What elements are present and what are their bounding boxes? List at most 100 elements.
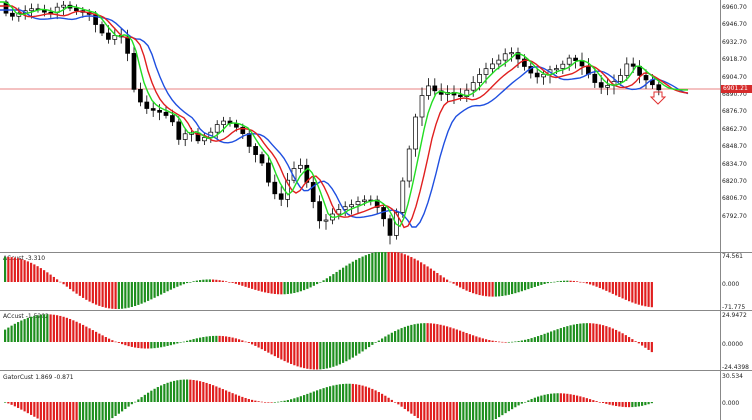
- histogram-bar: [624, 282, 627, 300]
- histogram-bar: [231, 393, 234, 402]
- candle-body: [355, 201, 361, 206]
- histogram-bar: [566, 326, 569, 342]
- histogram-bar: [556, 281, 559, 282]
- histogram-bar: [358, 258, 361, 282]
- histogram-bar: [647, 282, 650, 307]
- histogram-bar: [199, 337, 202, 342]
- histogram-bar: [215, 279, 218, 282]
- histogram-bar: [566, 280, 569, 282]
- histogram-bar: [332, 274, 335, 282]
- histogram-bar: [530, 398, 533, 402]
- ac-pane-2[interactable]: [0, 310, 720, 370]
- histogram-bar: [631, 339, 634, 342]
- histogram-bar: [59, 315, 62, 342]
- histogram-bar: [355, 259, 358, 282]
- histogram-bar: [342, 267, 345, 282]
- histogram-bar: [143, 282, 146, 303]
- histogram-bar: [241, 282, 244, 286]
- histogram-bar: [546, 282, 549, 284]
- histogram-bar: [449, 281, 452, 283]
- histogram-bar: [186, 379, 189, 402]
- histogram-bar: [361, 256, 364, 282]
- histogram-bar: [111, 282, 114, 309]
- histogram-bar: [459, 330, 462, 342]
- histogram-bar: [267, 402, 270, 403]
- candle-body: [432, 85, 438, 92]
- histogram-bar: [462, 331, 465, 342]
- histogram-bar: [163, 342, 166, 347]
- histogram-bar: [530, 282, 533, 289]
- histogram-bar: [124, 282, 127, 309]
- histogram-bar: [426, 402, 429, 420]
- histogram-bar: [208, 336, 211, 342]
- candle-body: [163, 111, 169, 116]
- histogram-bar: [355, 384, 358, 402]
- histogram-bar: [286, 282, 289, 295]
- histogram-bar: [108, 338, 111, 342]
- candle-body: [138, 89, 143, 103]
- histogram-bar: [26, 317, 29, 342]
- histogram-bar: [293, 282, 296, 293]
- histogram-bar: [241, 396, 244, 402]
- histogram-bar: [69, 402, 72, 420]
- histogram-bar: [238, 395, 241, 402]
- histogram-bar: [475, 336, 478, 342]
- histogram-bar: [540, 395, 543, 402]
- histogram-bar: [212, 385, 215, 402]
- histogram-bar: [449, 402, 452, 420]
- histogram-bar: [553, 330, 556, 342]
- histogram-bar: [215, 335, 218, 342]
- histogram-bar: [420, 262, 423, 282]
- histogram-bar: [413, 324, 416, 342]
- histogram-bar: [166, 382, 169, 402]
- histogram-bar: [156, 387, 159, 402]
- histogram-bar: [455, 282, 458, 286]
- histogram-bar: [579, 323, 582, 342]
- histogram-bar: [485, 402, 488, 420]
- candle-body: [99, 24, 105, 34]
- histogram-bar: [407, 402, 410, 412]
- histogram-bar: [257, 401, 260, 402]
- histogram-bar: [569, 394, 572, 402]
- histogram-bar: [459, 282, 462, 288]
- histogram-bar: [364, 342, 367, 350]
- histogram-bar: [114, 341, 117, 343]
- histogram-bar: [270, 402, 273, 403]
- gator-pane[interactable]: [0, 370, 720, 420]
- ac-pane-1[interactable]: [0, 252, 720, 310]
- histogram-bar: [111, 340, 114, 342]
- histogram-bar: [572, 324, 575, 342]
- histogram-bar: [433, 270, 436, 282]
- histogram-bar: [569, 325, 572, 342]
- histogram-bar: [56, 315, 59, 342]
- histogram-bar: [212, 335, 215, 342]
- candle-body: [266, 162, 271, 183]
- histogram-bar: [332, 342, 335, 367]
- histogram-bar: [520, 282, 523, 292]
- histogram-bar: [520, 402, 523, 404]
- histogram-bar: [254, 282, 257, 290]
- histogram-bar: [108, 282, 111, 309]
- histogram-bar: [472, 282, 475, 294]
- price-chart[interactable]: [0, 0, 720, 252]
- histogram-bar: [156, 342, 159, 348]
- histogram-bar: [179, 342, 182, 343]
- histogram-bar: [641, 402, 644, 406]
- histogram-bar: [517, 402, 520, 406]
- histogram-bar: [381, 338, 384, 342]
- price-tick-label: 6848.70: [722, 143, 747, 151]
- histogram-bar: [85, 282, 88, 300]
- histogram-bar: [335, 271, 338, 282]
- histogram-bar: [101, 402, 104, 420]
- histogram-bar: [524, 339, 527, 342]
- histogram-bar: [43, 270, 46, 282]
- candle-body: [278, 193, 284, 200]
- histogram-bar: [208, 383, 211, 402]
- histogram-bar: [244, 282, 247, 287]
- histogram-bar: [316, 390, 319, 402]
- histogram-bar: [348, 342, 351, 360]
- histogram-bar: [628, 337, 631, 342]
- histogram-bar: [611, 282, 614, 294]
- histogram-bar: [527, 339, 530, 342]
- histogram-bar: [7, 402, 10, 404]
